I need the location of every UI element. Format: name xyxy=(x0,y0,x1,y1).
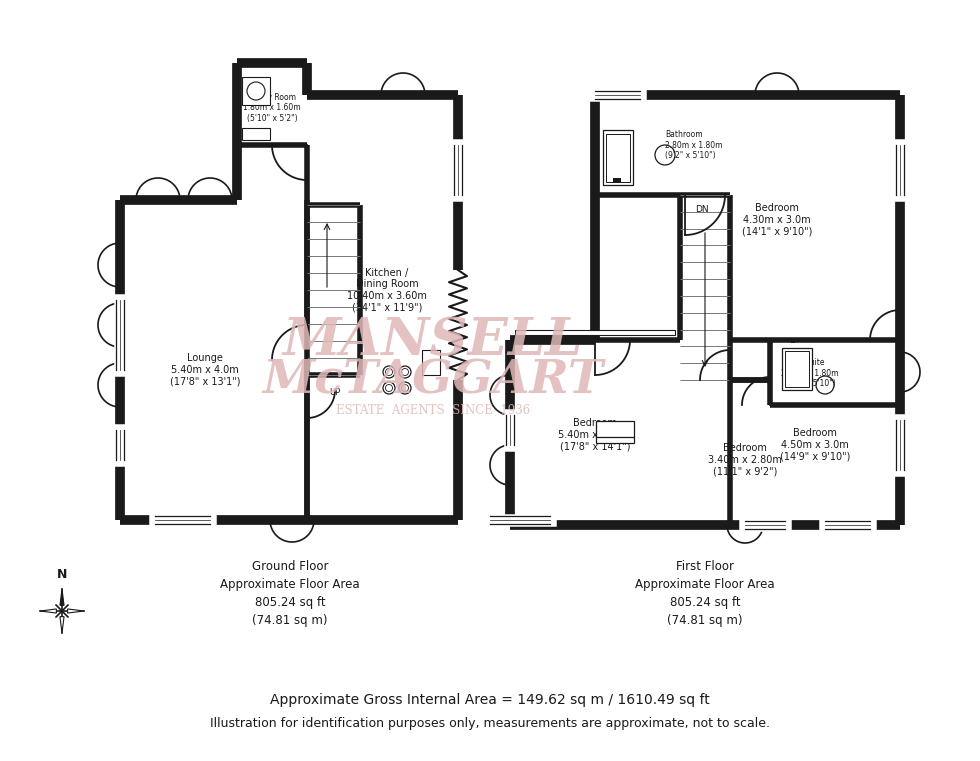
Text: First Floor
Approximate Floor Area
805.24 sq ft
(74.81 sq m): First Floor Approximate Floor Area 805.2… xyxy=(635,560,775,627)
Text: MANSELL: MANSELL xyxy=(283,314,583,365)
Bar xyxy=(510,340,595,525)
Polygon shape xyxy=(60,589,64,605)
Text: Bedroom
3.40m x 2.80m
(11'1" x 9'2"): Bedroom 3.40m x 2.80m (11'1" x 9'2") xyxy=(709,444,782,476)
Text: Bedroom
5.40m x 4.30m
(17'8" x 14'1"): Bedroom 5.40m x 4.30m (17'8" x 14'1") xyxy=(558,419,632,451)
Bar xyxy=(307,95,458,520)
Text: DN: DN xyxy=(695,205,709,215)
Text: Utility Room
1.80m x 1.60m
(5'10" x 5'2"): Utility Room 1.80m x 1.60m (5'10" x 5'2"… xyxy=(243,93,301,123)
Text: Kitchen /
Dining Room
10.40m x 3.60m
(34'1" x 11'9"): Kitchen / Dining Room 10.40m x 3.60m (34… xyxy=(347,268,427,313)
Bar xyxy=(422,350,440,375)
Text: Ensuite
2.27m x 1.80m
(7'5" x 5'10"): Ensuite 2.27m x 1.80m (7'5" x 5'10") xyxy=(781,358,839,388)
Bar xyxy=(515,330,675,335)
Text: Illustration for identification purposes only, measurements are approximate, not: Illustration for identification purposes… xyxy=(210,717,770,730)
Bar xyxy=(785,351,809,387)
Text: Bedroom
4.50m x 3.0m
(14'9" x 9'10"): Bedroom 4.50m x 3.0m (14'9" x 9'10") xyxy=(780,428,851,462)
Text: ESTATE  AGENTS  SINCE  1936: ESTATE AGENTS SINCE 1936 xyxy=(336,403,530,416)
Bar xyxy=(595,95,900,525)
Bar xyxy=(237,63,307,145)
Text: UP: UP xyxy=(329,388,341,397)
Bar xyxy=(242,77,270,105)
Bar xyxy=(603,130,633,185)
Polygon shape xyxy=(68,609,84,613)
Text: Bathroom
2.80m x 1.80m
(9'2" x 5'10"): Bathroom 2.80m x 1.80m (9'2" x 5'10") xyxy=(665,130,722,160)
Text: N: N xyxy=(57,568,68,581)
Bar xyxy=(606,134,630,182)
Bar xyxy=(791,339,795,343)
Text: Bedroom
4.30m x 3.0m
(14'1" x 9'10"): Bedroom 4.30m x 3.0m (14'1" x 9'10") xyxy=(742,203,812,237)
Text: Approximate Gross Internal Area = 149.62 sq m / 1610.49 sq ft: Approximate Gross Internal Area = 149.62… xyxy=(270,693,710,707)
Bar xyxy=(782,348,812,390)
Bar xyxy=(596,421,634,443)
Bar xyxy=(613,178,621,183)
Bar xyxy=(120,200,307,520)
Text: Ground Floor
Approximate Floor Area
805.24 sq ft
(74.81 sq m): Ground Floor Approximate Floor Area 805.… xyxy=(220,560,360,627)
Bar xyxy=(242,128,270,140)
Polygon shape xyxy=(60,616,64,633)
Polygon shape xyxy=(40,609,57,613)
Text: Lounge
5.40m x 4.0m
(17'8" x 13'1"): Lounge 5.40m x 4.0m (17'8" x 13'1") xyxy=(170,353,240,387)
Text: McTAGGART: McTAGGART xyxy=(263,357,604,403)
